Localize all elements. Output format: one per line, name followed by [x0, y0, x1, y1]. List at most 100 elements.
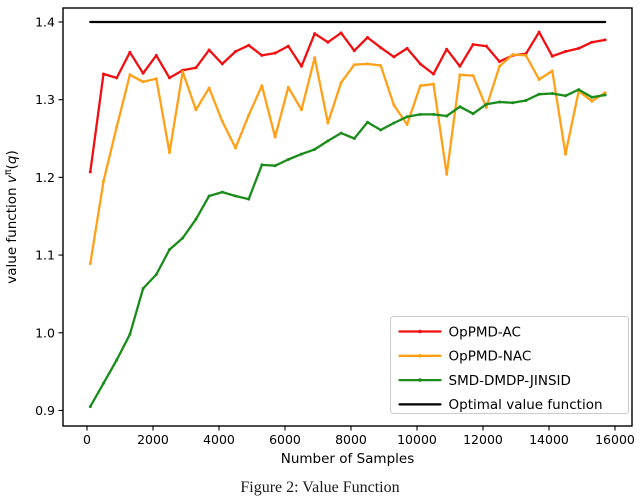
data-point — [260, 84, 264, 88]
data-point — [194, 217, 198, 221]
data-point — [326, 139, 330, 143]
data-point — [445, 114, 449, 118]
series-markers-smd-dmdp-jinsid — [88, 88, 607, 409]
x-tick-label: 6000 — [269, 432, 301, 447]
data-point — [141, 80, 145, 84]
legend-item-label: Optimal value function — [449, 397, 603, 413]
data-point — [352, 63, 356, 67]
data-point — [339, 131, 343, 135]
data-point — [590, 95, 594, 99]
legend-item-label: SMD-DMDP-JINSID — [449, 373, 571, 389]
data-point — [352, 137, 356, 140]
legend-item-oppmd-nac: OpPMD-NAC — [398, 349, 532, 365]
data-point — [511, 101, 515, 105]
series-line-oppmd-ac — [89, 30, 607, 174]
legend-item-oppmd-ac: OpPMD-AC — [398, 324, 521, 340]
data-point — [207, 86, 211, 90]
data-point — [458, 105, 462, 109]
x-tick-label: 2000 — [137, 432, 169, 447]
legend-item-smd-dmdp-jinsid: SMD-DMDP-JINSID — [398, 373, 571, 389]
data-point — [339, 31, 343, 35]
series-markers-oppmd-nac — [88, 53, 607, 266]
data-point — [300, 152, 303, 156]
data-point — [590, 40, 594, 44]
data-point — [498, 60, 501, 64]
data-point — [286, 44, 290, 48]
data-point — [392, 55, 396, 59]
series-markers-oppmd-ac — [88, 30, 607, 174]
data-point — [260, 53, 264, 57]
data-point — [524, 53, 528, 57]
data-point — [194, 108, 198, 112]
data-point — [405, 115, 409, 119]
data-point — [326, 121, 330, 125]
data-point — [418, 84, 422, 88]
data-point — [590, 99, 594, 103]
data-point — [537, 78, 541, 81]
data-point — [313, 32, 317, 36]
data-point — [286, 158, 290, 161]
data-point — [313, 56, 317, 60]
data-point — [313, 147, 317, 151]
data-point — [379, 64, 383, 67]
data-point — [445, 172, 449, 176]
data-point — [207, 194, 211, 198]
axes-layer: 0 2000 4000 6000 8000 10000 12000 14000 16000 0.9… — [3, 7, 635, 467]
data-point — [564, 50, 567, 53]
data-point — [484, 105, 488, 109]
legend-marker-dot — [418, 378, 422, 382]
data-point — [366, 36, 369, 39]
data-point — [484, 102, 488, 106]
data-point — [154, 273, 158, 276]
data-point — [154, 53, 158, 57]
data-point — [432, 72, 435, 76]
data-point — [234, 50, 237, 53]
data-point — [471, 74, 475, 78]
value-function-chart: 0 2000 4000 6000 8000 10000 12000 14000 16000 0.9… — [3, 7, 635, 467]
x-tick-label: 0 — [83, 432, 91, 447]
data-point — [128, 332, 132, 336]
x-tick-label: 14000 — [529, 432, 569, 447]
legend-marker-dot — [418, 329, 422, 334]
data-point — [88, 170, 92, 174]
data-point — [220, 119, 224, 123]
y-tick-label: 1.2 — [35, 170, 55, 185]
data-point — [418, 62, 422, 66]
y-tick-label: 1.3 — [35, 92, 55, 107]
data-point — [220, 190, 224, 194]
data-point — [168, 248, 171, 252]
data-point — [220, 62, 224, 66]
data-point — [524, 99, 528, 102]
x-tick-label: 8000 — [335, 432, 367, 447]
data-point — [207, 48, 211, 52]
data-point — [352, 49, 356, 53]
data-point — [432, 112, 435, 116]
data-point — [471, 43, 475, 46]
data-point — [102, 381, 105, 385]
legend-item-label: OpPMD-NAC — [449, 349, 532, 365]
data-point — [247, 197, 251, 201]
data-point — [498, 100, 501, 104]
y-axis-label: value function vπ(q) — [3, 150, 20, 283]
data-point — [564, 94, 567, 98]
x-tick-label: 10000 — [397, 432, 437, 447]
data-point — [141, 71, 145, 75]
data-point — [168, 151, 171, 154]
data-point — [286, 85, 290, 89]
x-tick-label: 16000 — [595, 432, 635, 447]
data-point — [141, 287, 145, 290]
data-point — [181, 70, 185, 74]
data-point — [603, 38, 607, 42]
data-point — [418, 112, 422, 116]
data-point — [445, 47, 449, 51]
data-point — [471, 112, 475, 116]
data-point — [392, 121, 396, 125]
data-point — [128, 50, 132, 54]
data-point — [168, 76, 171, 80]
plot-border — [62, 7, 633, 427]
data-point — [273, 164, 277, 168]
data-point — [458, 64, 462, 68]
data-point — [247, 43, 251, 47]
series-layer — [88, 20, 607, 409]
data-point — [379, 128, 383, 132]
